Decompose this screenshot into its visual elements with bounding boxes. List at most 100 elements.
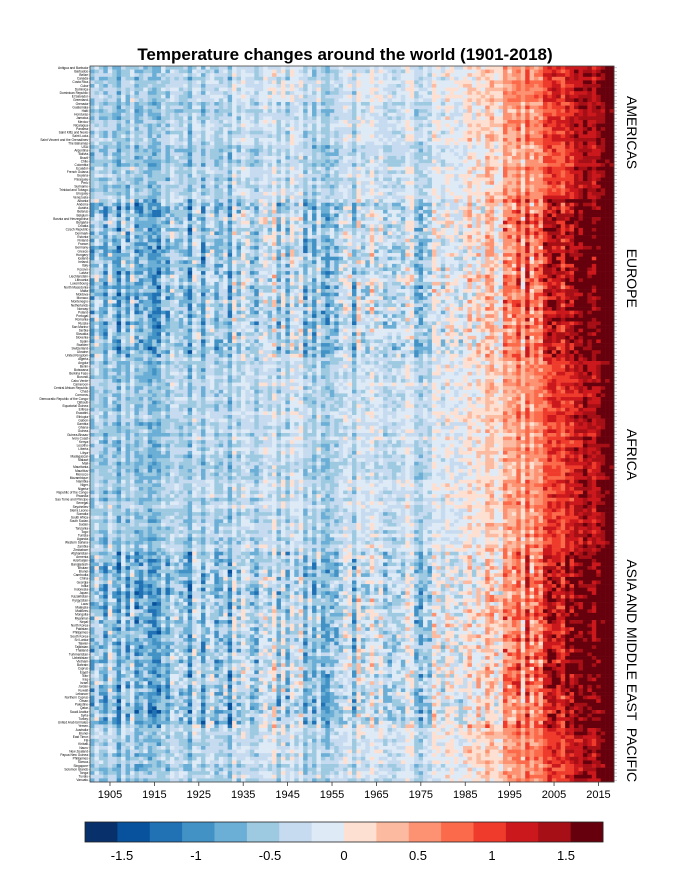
heatmap-cell xyxy=(374,119,379,124)
heatmap-cell xyxy=(161,112,166,117)
heatmap-cell xyxy=(263,213,268,218)
heatmap-cell xyxy=(502,148,508,153)
heatmap-cell xyxy=(547,69,553,74)
heatmap-cell xyxy=(334,170,339,175)
heatmap-cell xyxy=(312,116,317,121)
heatmap-cell xyxy=(165,181,171,186)
heatmap-cell xyxy=(107,184,113,189)
heatmap-cell xyxy=(232,105,237,110)
heatmap-cell xyxy=(223,177,228,182)
heatmap-cell xyxy=(485,148,490,153)
heatmap-cell xyxy=(409,206,415,211)
heatmap-cell xyxy=(192,173,197,178)
heatmap-cell xyxy=(121,217,126,222)
heatmap-cell xyxy=(405,166,411,171)
heatmap-cell xyxy=(507,195,513,200)
heatmap-cell xyxy=(227,130,233,135)
heatmap-cell xyxy=(360,209,366,214)
heatmap-cell xyxy=(387,195,393,200)
heatmap-cell xyxy=(529,209,535,214)
heatmap-cell xyxy=(431,116,437,121)
heatmap-cell xyxy=(360,123,366,128)
heatmap-cell xyxy=(298,83,304,88)
heatmap-cell xyxy=(192,66,197,70)
heatmap-cell xyxy=(343,184,348,189)
heatmap-cell xyxy=(565,130,570,135)
heatmap-cell xyxy=(427,69,433,74)
heatmap-cell xyxy=(600,83,606,88)
heatmap-cell xyxy=(360,159,366,164)
heatmap-cell xyxy=(360,181,366,186)
heatmap-cell xyxy=(511,191,517,196)
heatmap-cell xyxy=(90,155,95,160)
heatmap-cell xyxy=(471,119,477,124)
heatmap-cell xyxy=(143,66,149,70)
heatmap-cell xyxy=(134,206,140,211)
heatmap-cell xyxy=(125,116,131,121)
heatmap-cell xyxy=(596,94,601,99)
heatmap-cell xyxy=(529,123,535,128)
heatmap-cell xyxy=(249,69,255,74)
heatmap-cell xyxy=(418,123,424,128)
heatmap-cell xyxy=(125,73,131,78)
heatmap-cell xyxy=(596,98,601,103)
heatmap-cell xyxy=(152,173,157,178)
heatmap-cell xyxy=(338,91,344,96)
heatmap-cell xyxy=(232,170,237,175)
heatmap-cell xyxy=(343,73,348,78)
heatmap-cell xyxy=(542,130,548,135)
heatmap-cell xyxy=(320,83,326,88)
heatmap-cell xyxy=(378,170,384,175)
heatmap-cell xyxy=(343,206,348,211)
heatmap-cell xyxy=(298,66,304,70)
heatmap-cell xyxy=(391,206,397,211)
heatmap-cell xyxy=(121,105,126,110)
heatmap-cell xyxy=(587,170,593,175)
heatmap-cell xyxy=(254,166,260,171)
heatmap-cell xyxy=(427,159,433,164)
heatmap-cell xyxy=(476,76,482,81)
heatmap-cell xyxy=(201,101,206,106)
heatmap-cell xyxy=(240,101,246,106)
heatmap-cell xyxy=(534,173,539,178)
heatmap-cell xyxy=(431,213,437,218)
heatmap-cell xyxy=(560,94,566,99)
heatmap-cell xyxy=(547,181,553,186)
heatmap-cell xyxy=(121,87,126,92)
heatmap-cell xyxy=(201,91,206,96)
heatmap-cell xyxy=(307,123,313,128)
heatmap-cell xyxy=(258,73,264,78)
heatmap-cell xyxy=(365,209,371,214)
heatmap-cell xyxy=(152,119,157,124)
heatmap-cell xyxy=(516,173,522,178)
heatmap-cell xyxy=(538,188,544,193)
heatmap-cell xyxy=(174,119,180,124)
heatmap-cell xyxy=(329,141,335,146)
heatmap-cell xyxy=(356,209,362,214)
heatmap-cell xyxy=(90,217,95,222)
heatmap-cell xyxy=(378,141,384,146)
heatmap-cell xyxy=(209,148,215,153)
heatmap-cell xyxy=(463,119,468,124)
heatmap-cell xyxy=(240,217,246,222)
heatmap-cell xyxy=(463,130,468,135)
heatmap-cell xyxy=(387,145,393,150)
heatmap-cell xyxy=(320,199,326,204)
heatmap-cell xyxy=(374,141,379,146)
heatmap-cell xyxy=(183,155,188,160)
heatmap-cell xyxy=(134,202,140,207)
heatmap-cell xyxy=(303,127,308,132)
heatmap-cell xyxy=(134,127,140,132)
heatmap-cell xyxy=(609,184,615,189)
heatmap-cell xyxy=(205,73,211,78)
heatmap-cell xyxy=(476,137,482,142)
heatmap-cell xyxy=(312,148,317,153)
heatmap-cell xyxy=(534,134,539,139)
heatmap-cell xyxy=(245,76,251,81)
heatmap-cell xyxy=(538,166,544,171)
heatmap-cell xyxy=(107,163,113,168)
heatmap-cell xyxy=(427,145,433,150)
heatmap-cell xyxy=(405,181,411,186)
heatmap-cell xyxy=(276,87,282,92)
heatmap-cell xyxy=(356,206,362,211)
